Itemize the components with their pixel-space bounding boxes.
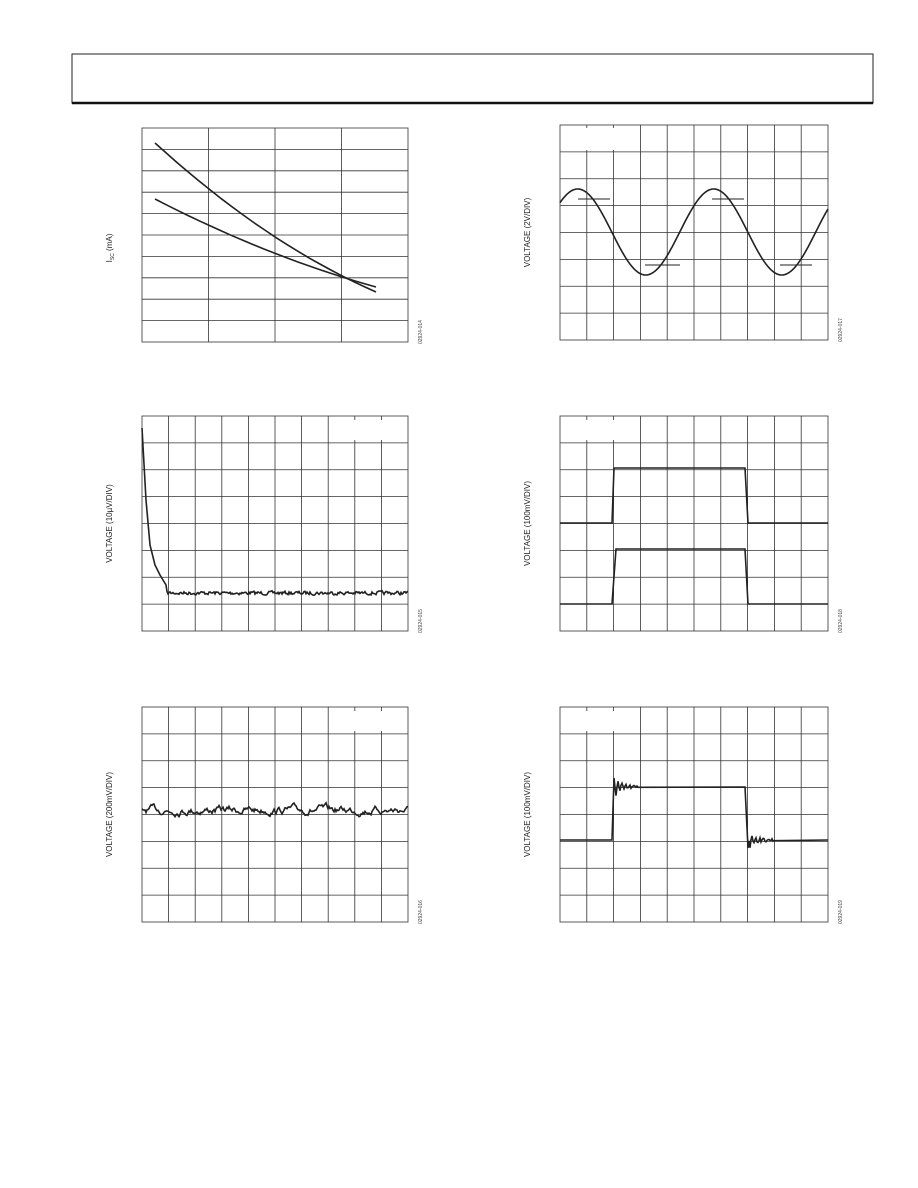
y-axis-label: VOLTAGE (100mV/DIV) xyxy=(523,772,532,857)
trace xyxy=(559,188,829,276)
legend-blank xyxy=(563,711,625,731)
legend-blank xyxy=(563,420,625,440)
legend-blank xyxy=(352,420,404,440)
trace xyxy=(154,142,377,293)
trace xyxy=(141,427,409,597)
y-axis-label: VOLTAGE (10µV/DIV) xyxy=(105,484,114,563)
plot xyxy=(559,124,829,341)
plot xyxy=(141,706,409,923)
trace xyxy=(560,548,828,605)
figure-code: 02924-016 xyxy=(418,900,424,924)
plot xyxy=(559,706,829,923)
figure-code: 02924-018 xyxy=(838,609,844,633)
figure-code: 02924-014 xyxy=(418,320,424,344)
legend-blank xyxy=(352,711,404,731)
trace xyxy=(560,777,829,849)
trace xyxy=(154,198,377,288)
header-box xyxy=(71,53,874,104)
trace xyxy=(141,801,409,819)
y-axis-label: VOLTAGE (200mV/DIV) xyxy=(105,772,114,857)
figure-code: 02924-015 xyxy=(418,609,424,633)
figure-code: 02924-019 xyxy=(838,900,844,924)
legend-blank xyxy=(563,128,633,150)
plot xyxy=(141,127,409,343)
plot xyxy=(141,415,409,632)
figure-code: 02924-017 xyxy=(838,318,844,342)
y-axis-label: VOLTAGE (100mV/DIV) xyxy=(523,481,532,566)
y-axis-label: ISC (mA) xyxy=(105,233,116,262)
y-axis-label: VOLTAGE (2V/DIV) xyxy=(523,197,532,267)
trace xyxy=(560,467,828,524)
